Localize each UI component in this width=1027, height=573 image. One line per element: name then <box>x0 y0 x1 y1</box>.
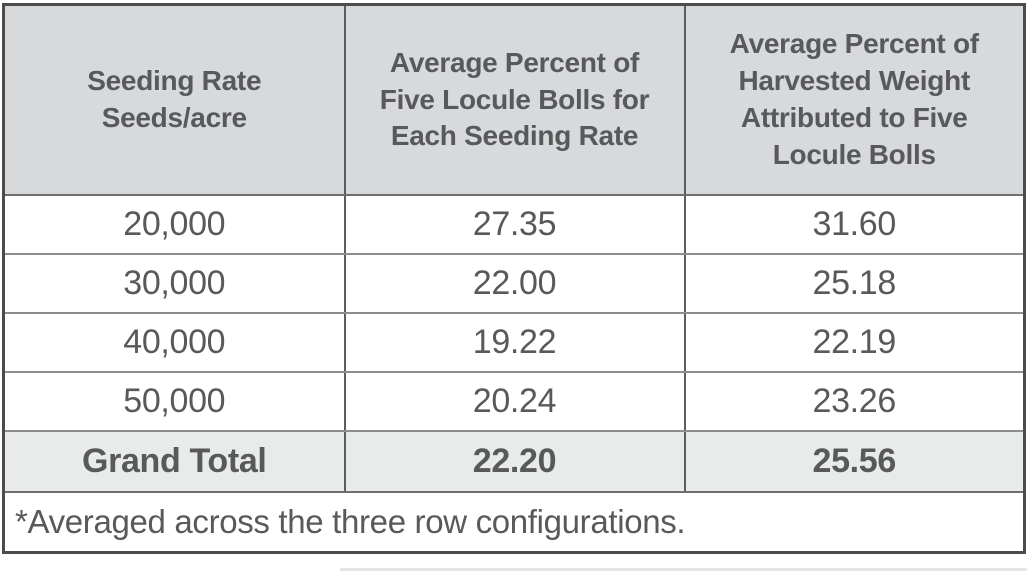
footnote-text: *Averaged across the three row configura… <box>2 491 1026 554</box>
cell-percent-weight: 23.26 <box>683 371 1026 432</box>
cell-percent-weight: 22.19 <box>683 312 1026 373</box>
table-header: Seeding Rate Seeds/acre Average Percent … <box>2 3 1026 196</box>
footnote-row: *Averaged across the three row configura… <box>2 491 1026 554</box>
drop-shadow <box>340 568 1027 571</box>
col-header-avg-percent-harvested-weight: Average Percent of Harvested Weight Attr… <box>683 3 1026 196</box>
cell-seeding-rate: 20,000 <box>2 194 346 255</box>
seeding-rate-table: Seeding Rate Seeds/acre Average Percent … <box>2 3 1026 554</box>
header-row: Seeding Rate Seeds/acre Average Percent … <box>2 3 1026 196</box>
table-row: 50,000 20.24 23.26 <box>2 371 1026 432</box>
cell-percent-bolls: 20.24 <box>343 371 686 432</box>
cell-percent-weight: 25.18 <box>683 253 1026 314</box>
table-body: 20,000 27.35 31.60 30,000 22.00 25.18 40… <box>2 194 1026 554</box>
grand-total-row: Grand Total 22.20 25.56 <box>2 430 1026 493</box>
cell-grand-total-label: Grand Total <box>2 430 346 493</box>
cell-grand-total-percent-bolls: 22.20 <box>343 430 686 493</box>
table-row: 40,000 19.22 22.19 <box>2 312 1026 373</box>
col-header-seeding-rate: Seeding Rate Seeds/acre <box>2 3 346 196</box>
col-header-avg-percent-five-locule-bolls: Average Percent of Five Locule Bolls for… <box>343 3 686 196</box>
cell-percent-bolls: 27.35 <box>343 194 686 255</box>
table-row: 20,000 27.35 31.60 <box>2 194 1026 255</box>
cell-seeding-rate: 30,000 <box>2 253 346 314</box>
cell-seeding-rate: 40,000 <box>2 312 346 373</box>
cell-grand-total-percent-weight: 25.56 <box>683 430 1026 493</box>
cell-percent-weight: 31.60 <box>683 194 1026 255</box>
cell-seeding-rate: 50,000 <box>2 371 346 432</box>
table-row: 30,000 22.00 25.18 <box>2 253 1026 314</box>
cell-percent-bolls: 19.22 <box>343 312 686 373</box>
cell-percent-bolls: 22.00 <box>343 253 686 314</box>
